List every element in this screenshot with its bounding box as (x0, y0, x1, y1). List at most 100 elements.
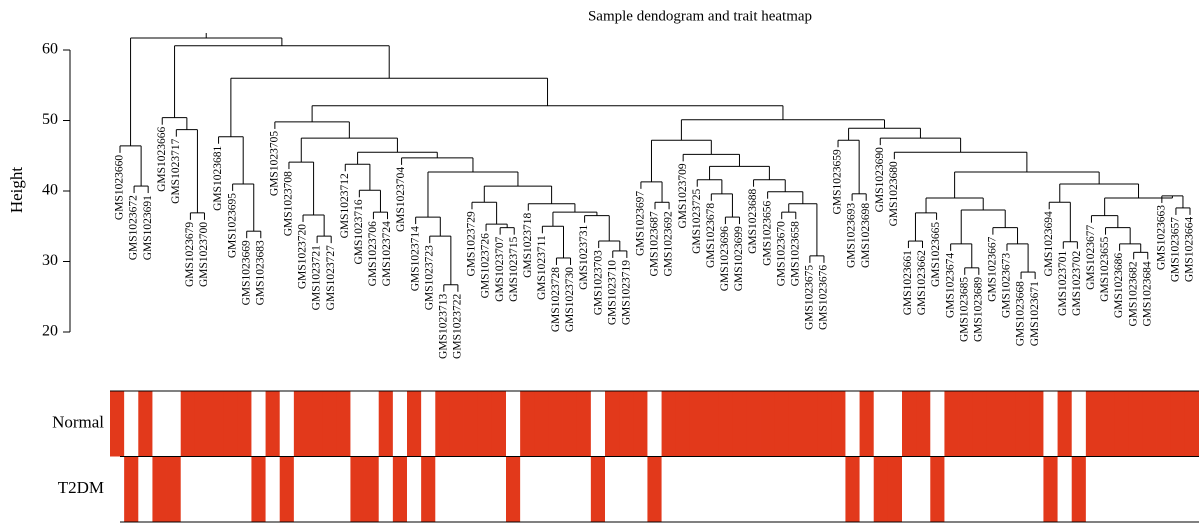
heatmap-cell (647, 456, 662, 522)
y-axis-label: Height (7, 167, 26, 214)
leaf-label: GMS1023702 (1071, 251, 1083, 316)
heatmap-cell (704, 456, 719, 522)
heatmap-cell (633, 456, 648, 522)
heatmap-cell (322, 391, 337, 457)
heatmap-cell (1071, 391, 1087, 457)
heatmap-cell (944, 456, 959, 522)
heatmap-cell (1029, 456, 1044, 522)
heatmap-cell (435, 391, 450, 457)
leaf-label: GMS1023671 (1029, 281, 1041, 346)
heatmap-cell (1100, 391, 1115, 457)
heatmap-cell (916, 391, 931, 457)
heatmap-cell (774, 391, 790, 457)
heatmap-cell (491, 456, 507, 522)
heatmap-cell (407, 391, 422, 457)
leaf-label: GMS1023721 (311, 245, 323, 310)
heatmap-cell (1015, 391, 1030, 457)
y-tick-label: 30 (42, 252, 58, 269)
chart-title: Sample dendogram and trait heatmap (588, 8, 812, 24)
heatmap-cell (605, 456, 620, 522)
leaf-label: GMS1023670 (775, 221, 787, 286)
leaf-label: GMS1023723 (423, 245, 435, 310)
leaf-label: GMS1023675 (804, 265, 816, 330)
heatmap-cell (477, 391, 493, 457)
heatmap-cell (548, 456, 563, 522)
leaf-label: GMS1023658 (789, 221, 801, 286)
heatmap-cell (590, 391, 606, 457)
heatmap-cell (887, 391, 903, 457)
leaf-label: GMS1023698 (860, 203, 872, 268)
leaf-label: GMS1023677 (1085, 224, 1097, 289)
heatmap-cell (605, 391, 620, 457)
heatmap-cell (548, 391, 563, 457)
heatmap-cell (859, 391, 875, 457)
heatmap-cell (293, 456, 309, 522)
heatmap-cell (689, 456, 705, 522)
heatmap-cell (180, 391, 196, 457)
heatmap-cell (534, 456, 549, 522)
leaf-label: GMS1023686 (1113, 253, 1125, 318)
heatmap-cell (1184, 456, 1199, 522)
leaf-label: GMS1023661 (902, 250, 914, 315)
heatmap-cell (520, 391, 535, 457)
leaf-label: GMS1023672 (128, 195, 140, 260)
heatmap-cell (576, 456, 592, 522)
leaf-label: GMS1023678 (705, 203, 717, 268)
leaf-label: GMS1023726 (480, 233, 492, 298)
leaf-label: GMS1023700 (198, 222, 210, 287)
heatmap-cell (1001, 391, 1016, 457)
y-tick-label: 50 (42, 111, 58, 128)
heatmap-cell (1001, 456, 1016, 522)
heatmap-cell (930, 391, 945, 457)
leaf-label: GMS1023668 (1015, 281, 1027, 346)
leaf-label: GMS1023688 (747, 188, 759, 253)
heatmap-cell (194, 391, 210, 457)
heatmap-cell (237, 391, 252, 457)
leaf-label: GMS1023720 (297, 224, 309, 289)
leaf-label: GMS1023718 (522, 212, 534, 277)
heatmap-cell (1142, 391, 1157, 457)
leaf-label: GMS1023676 (818, 265, 830, 330)
heatmap-cell (675, 456, 691, 522)
leaf-label: GMS1023730 (564, 267, 576, 332)
heatmap-cell (293, 391, 309, 457)
heatmap-cell (916, 456, 931, 522)
leaf-label: GMS1023689 (972, 277, 984, 342)
heatmap-cell (251, 391, 266, 457)
heatmap-cell (803, 456, 818, 522)
heatmap-cell (152, 456, 167, 522)
leaf-label: GMS1023687 (649, 211, 661, 276)
row-label: T2DM (58, 478, 104, 497)
heatmap-cell (237, 456, 252, 522)
heatmap-cell (718, 391, 733, 457)
heatmap-cell (350, 456, 365, 522)
heatmap-cell (1057, 391, 1073, 457)
heatmap-cell (1085, 456, 1101, 522)
heatmap-cell (1142, 456, 1157, 522)
heatmap-cell (590, 456, 606, 522)
heatmap-cell (1114, 391, 1129, 457)
leaf-label: GMS1023711 (536, 235, 548, 300)
heatmap-cell (435, 456, 450, 522)
heatmap-cell (322, 456, 337, 522)
heatmap-cell (209, 391, 224, 457)
y-tick-label: 20 (42, 323, 58, 340)
heatmap-cell (1114, 456, 1129, 522)
heatmap-cell (972, 391, 988, 457)
heatmap-cell (1029, 391, 1044, 457)
heatmap-cell (1015, 456, 1030, 522)
heatmap-cell (138, 391, 153, 457)
heatmap-cell (902, 456, 917, 522)
row-label: Normal (52, 413, 104, 432)
leaf-label: GMS1023684 (1141, 261, 1153, 326)
leaf-label: GMS1023710 (606, 260, 618, 325)
leaf-label: GMS1023655 (1099, 236, 1111, 301)
leaf-label: GMS1023691 (142, 195, 154, 260)
leaf-label: GMS1023656 (761, 200, 773, 265)
heatmap-cell (817, 456, 832, 522)
leaf-label: GMS1023664 (1184, 217, 1196, 282)
leaf-label: GMS1023659 (832, 149, 844, 214)
heatmap-cell (831, 456, 846, 522)
leaf-label: GMS1023665 (930, 222, 942, 287)
leaf-label: GMS1023705 (269, 131, 281, 196)
